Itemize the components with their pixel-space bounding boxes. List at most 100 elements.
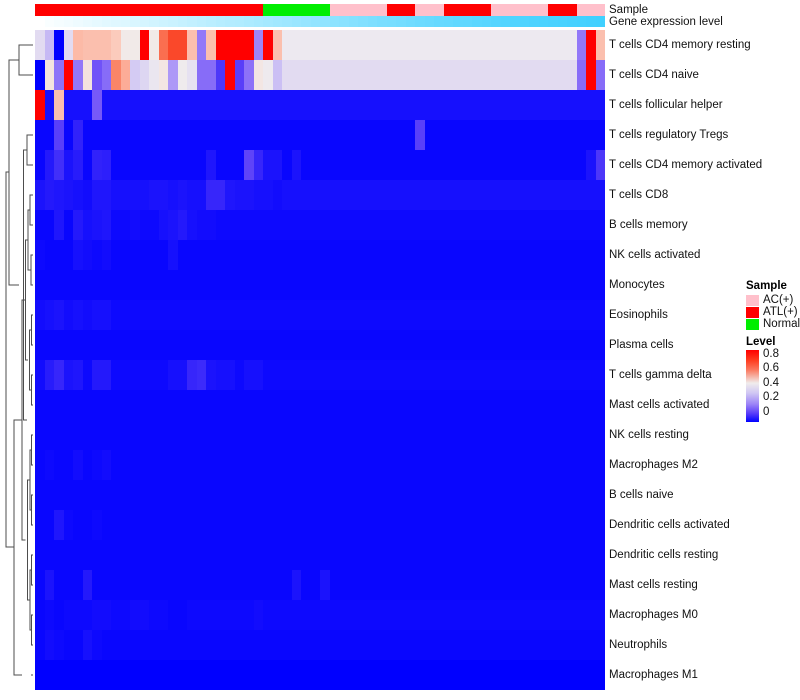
row-label: Eosinophils [609, 309, 668, 321]
heatmap-cell [139, 150, 149, 180]
heatmap-cell [358, 30, 368, 60]
heatmap-cell [358, 540, 368, 570]
heatmap-cell [54, 300, 64, 330]
heatmap-cell [44, 120, 54, 150]
heatmap-cell [177, 330, 187, 360]
heatmap-cell [567, 330, 577, 360]
heatmap-cell [377, 360, 387, 390]
heatmap-cell [130, 630, 140, 660]
heatmap-cell [291, 420, 301, 450]
heatmap-cell [472, 540, 482, 570]
heatmap-cell [187, 420, 197, 450]
row-label: NK cells activated [609, 249, 701, 261]
heatmap-cell [234, 300, 244, 330]
heatmap-cell [557, 30, 567, 60]
heatmap-cell [339, 30, 349, 60]
heatmap-cell [54, 480, 64, 510]
heatmap-cell [168, 480, 178, 510]
heatmap-cell [576, 330, 586, 360]
heatmap-cell [567, 90, 577, 120]
heatmap-cell [415, 420, 425, 450]
sample-annotation-cell [149, 4, 159, 16]
heatmap-cell [320, 180, 330, 210]
heatmap-cell [272, 540, 282, 570]
heatmap-cell [215, 60, 225, 90]
heatmap-cell [168, 420, 178, 450]
row-label: Macrophages M2 [609, 459, 698, 471]
heatmap-cell [548, 600, 558, 630]
heatmap-cell [282, 360, 292, 390]
heatmap-cell [272, 330, 282, 360]
heatmap-cell [510, 360, 520, 390]
heatmap-cell [101, 120, 111, 150]
heatmap-cell [196, 540, 206, 570]
heatmap-cell [329, 510, 339, 540]
heatmap-cell [244, 480, 254, 510]
heatmap-cell [576, 390, 586, 420]
heatmap-cell [111, 420, 121, 450]
gene-expression-annotation-cell [244, 16, 254, 27]
heatmap-cell [481, 600, 491, 630]
heatmap-cell [481, 390, 491, 420]
heatmap-cell [92, 630, 102, 660]
heatmap-cell [215, 300, 225, 330]
heatmap-cell [187, 330, 197, 360]
sample-annotation-cell [291, 4, 301, 16]
heatmap-cell [472, 420, 482, 450]
heatmap-cell [73, 570, 83, 600]
heatmap-cell [538, 630, 548, 660]
heatmap-row [35, 150, 605, 180]
heatmap-cell [225, 480, 235, 510]
heatmap-cell [538, 390, 548, 420]
gene-expression-annotation-cell [491, 16, 501, 27]
heatmap-cell [101, 540, 111, 570]
heatmap-cell [35, 660, 45, 690]
level-colorbar-ticks: 0.8 0.6 0.4 0.2 0 [763, 348, 797, 422]
heatmap-cell [396, 90, 406, 120]
heatmap-row [35, 570, 605, 600]
heatmap-cell [101, 270, 111, 300]
heatmap-cell [377, 60, 387, 90]
heatmap-cell [225, 30, 235, 60]
heatmap-cell [234, 150, 244, 180]
heatmap-cell [595, 450, 605, 480]
heatmap-cell [339, 450, 349, 480]
heatmap-cell [54, 210, 64, 240]
heatmap-cell [424, 210, 434, 240]
heatmap-cell [415, 450, 425, 480]
heatmap-cell [386, 540, 396, 570]
heatmap-cell [405, 210, 415, 240]
heatmap-cell [500, 330, 510, 360]
heatmap-cell [339, 300, 349, 330]
heatmap-cell [158, 270, 168, 300]
heatmap-cell [206, 180, 216, 210]
heatmap-cell [158, 480, 168, 510]
heatmap-cell [111, 480, 121, 510]
heatmap-cell [481, 240, 491, 270]
legend-label: AC(+) [763, 294, 794, 306]
heatmap-cell [158, 240, 168, 270]
gene-expression-annotation-cell [301, 16, 311, 27]
heatmap-cell [500, 630, 510, 660]
heatmap-cell [301, 540, 311, 570]
gene-expression-annotation-cell [424, 16, 434, 27]
heatmap-cell [453, 300, 463, 330]
heatmap-cell [386, 90, 396, 120]
heatmap-cell [500, 120, 510, 150]
heatmap-cell [215, 600, 225, 630]
gene-expression-annotation-cell [358, 16, 368, 27]
heatmap-cell [415, 570, 425, 600]
heatmap-cell [586, 300, 596, 330]
heatmap-cell [367, 180, 377, 210]
gene-expression-annotation-cell [111, 16, 121, 27]
heatmap-cell [329, 630, 339, 660]
heatmap-cell [510, 510, 520, 540]
heatmap-cell [168, 90, 178, 120]
heatmap-cell [377, 660, 387, 690]
heatmap-cell [196, 240, 206, 270]
heatmap-cell [405, 300, 415, 330]
heatmap-cell [557, 540, 567, 570]
heatmap-cell [225, 570, 235, 600]
heatmap-cell [491, 30, 501, 60]
heatmap-cell [54, 660, 64, 690]
